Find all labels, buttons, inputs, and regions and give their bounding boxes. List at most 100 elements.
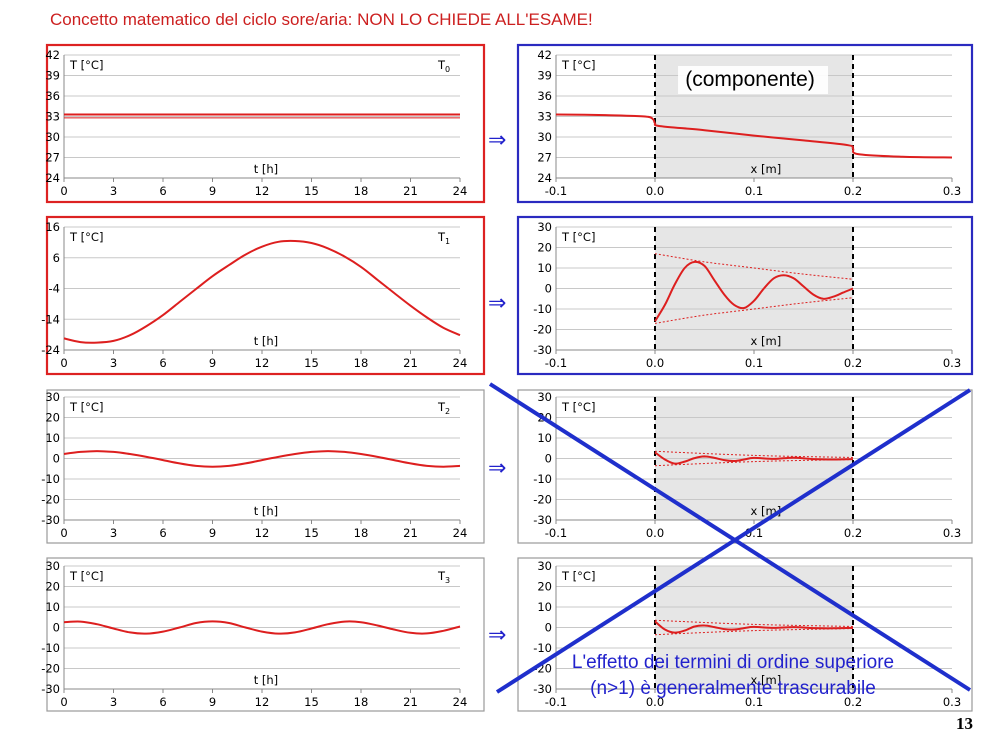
x-tick-label: 18: [354, 356, 369, 370]
y-tick-label: 20: [537, 580, 552, 594]
y-axis-label: T [°C]: [69, 569, 103, 583]
series-line: [555, 113, 953, 159]
x-axis-label: x [m]: [751, 673, 782, 687]
x-axis-label: t [h]: [254, 162, 278, 176]
y-tick-label: 0: [545, 452, 552, 466]
y-tick-label: -20: [533, 493, 552, 507]
x-tick-label: 0.3: [943, 526, 961, 540]
chart-frame: [45, 215, 486, 376]
arrow-symbol: ⇒: [488, 456, 506, 481]
y-axis-label: T [°C]: [561, 400, 595, 414]
x-axis-label: x [m]: [751, 162, 782, 176]
x-axis-label: x [m]: [751, 504, 782, 518]
x-tick-label: 0.3: [943, 356, 961, 370]
x-tick-label: 15: [304, 526, 319, 540]
chart-frame: [46, 389, 485, 544]
x-tick-label: 3: [110, 526, 117, 540]
x-tick-label: 3: [110, 695, 117, 709]
overlay-note: L'effetto dei termini di ordine superior…: [508, 650, 958, 702]
x-tick-label: 24: [453, 526, 468, 540]
x-tick-label: 0: [60, 184, 67, 198]
x-tick-label: 24: [453, 184, 468, 198]
series-label-subscript: 2: [445, 407, 450, 416]
x-tick-label: 21: [403, 356, 418, 370]
y-tick-label: 30: [45, 130, 60, 144]
y-tick-label: 0: [545, 621, 552, 635]
y-axis-label: T [°C]: [69, 230, 103, 244]
y-axis-label: T [°C]: [561, 58, 595, 72]
y-tick-label: 36: [45, 89, 60, 103]
y-tick-label: -4: [49, 282, 60, 296]
cross-line: [488, 382, 972, 692]
y-tick-label: 20: [45, 580, 60, 594]
x-tick-label: 24: [453, 356, 468, 370]
y-tick-label: 0: [53, 621, 60, 635]
y-tick-label: -20: [41, 662, 60, 676]
x-tick-label: 0.0: [646, 356, 664, 370]
y-tick-label: -10: [41, 641, 60, 655]
arrow-symbol: ⇒: [488, 128, 506, 153]
series-line: [654, 620, 854, 634]
x-tick-label: 0.3: [943, 695, 961, 709]
annotation-box: [678, 66, 829, 94]
y-tick-label: -20: [533, 323, 552, 337]
y-tick-label: 10: [537, 261, 552, 275]
y-tick-label: 10: [45, 600, 60, 614]
y-tick-label: 24: [45, 171, 60, 185]
y-tick-label: -20: [41, 493, 60, 507]
y-tick-label: 33: [45, 110, 60, 124]
y-tick-label: 39: [537, 69, 552, 83]
chart-t1-space: 30 20 10 0 -10 -20 -30-0.1 0.0 0.1 0.2 0.3 T [°C] x …: [516, 215, 974, 376]
arrow-symbol: ⇒: [488, 623, 506, 648]
x-tick-label: 0.0: [646, 526, 664, 540]
y-tick-label: -24: [41, 343, 60, 357]
y-tick-label: 27: [537, 151, 552, 165]
x-tick-label: 0.1: [745, 695, 763, 709]
x-tick-label: 24: [453, 695, 468, 709]
y-tick-label: 20: [45, 411, 60, 425]
y-axis-label: T [°C]: [69, 58, 103, 72]
x-tick-label: -0.1: [545, 356, 567, 370]
x-tick-label: -0.1: [545, 526, 567, 540]
chart-t0-space: 42 39 36 33 30 27 24-0.1 0.0 0.1 0.2 0.3 T [°C] x [m…: [516, 43, 974, 204]
series-line: [654, 451, 854, 465]
x-tick-label: -0.1: [545, 695, 567, 709]
chart-t1-time: 166-4-14-240 3 6 9 12 15 18 21 24T [°C]t [h]T1: [41, 215, 486, 376]
x-tick-label: 0.0: [646, 695, 664, 709]
y-tick-label: -14: [41, 312, 60, 326]
series-label-subscript: 3: [445, 576, 450, 585]
y-tick-label: -30: [41, 513, 60, 527]
x-tick-label: 18: [354, 184, 369, 198]
y-tick-label: -30: [533, 343, 552, 357]
chart-frame: [46, 557, 485, 712]
y-tick-label: -10: [41, 472, 60, 486]
y-tick-label: -10: [533, 641, 552, 655]
x-tick-label: 12: [255, 526, 270, 540]
y-axis-label: T [°C]: [69, 400, 103, 414]
x-tick-label: 6: [159, 356, 166, 370]
y-tick-label: 30: [537, 390, 552, 404]
overlay-note-line-1: L'effetto dei termini di ordine superior…: [571, 652, 895, 673]
y-tick-label: 30: [537, 220, 552, 234]
y-tick-label: 30: [45, 559, 60, 573]
x-tick-label: 12: [255, 184, 270, 198]
x-tick-label: 12: [255, 356, 270, 370]
arrow-symbol: ⇒: [488, 291, 506, 316]
x-tick-label: 15: [304, 356, 319, 370]
series-line: [63, 450, 461, 468]
x-tick-label: 18: [354, 526, 369, 540]
x-tick-label: 0.2: [844, 356, 862, 370]
y-tick-label: 0: [545, 282, 552, 296]
series-line: [63, 239, 461, 344]
y-tick-label: 27: [45, 151, 60, 165]
envelope-line: [654, 253, 854, 280]
x-tick-label: 0.1: [745, 184, 763, 198]
y-tick-label: 24: [537, 171, 552, 185]
x-axis-label: x [m]: [751, 334, 782, 348]
x-tick-label: 0.2: [844, 526, 862, 540]
x-tick-label: 0.1: [745, 356, 763, 370]
y-tick-label: 36: [537, 89, 552, 103]
